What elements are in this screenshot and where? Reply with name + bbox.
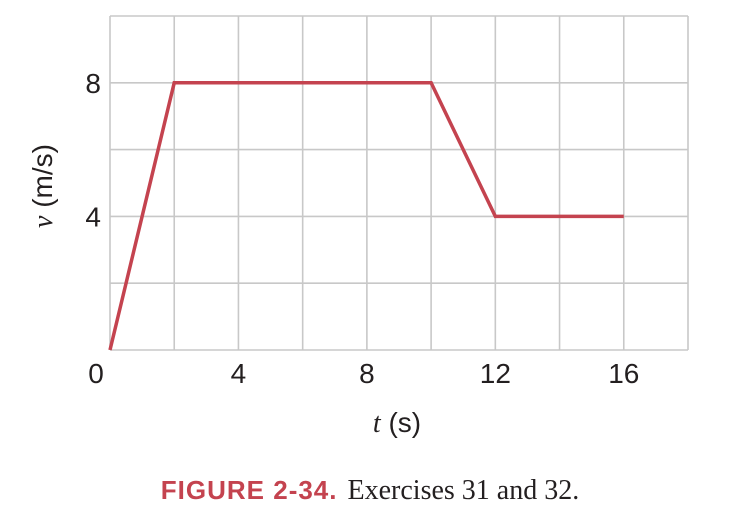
x-axis-var: t [373, 408, 382, 439]
grid [109, 15, 689, 351]
figure-caption: FIGURE 2-34. Exercises 31 and 32. [161, 475, 579, 506]
tick-labels: 4 8 12 16 4 8 0 [85, 68, 639, 389]
series-layer [108, 81, 624, 351]
x-tick-label: 4 [231, 358, 247, 389]
x-tick-label: 16 [608, 358, 639, 389]
y-axis-unit: (m/s) [27, 144, 58, 216]
y-tick-label: 4 [85, 201, 101, 232]
origin-tick-label: 0 [88, 358, 104, 389]
series-line [108, 81, 624, 351]
y-axis-var: v [28, 215, 59, 228]
x-axis-label: t (s) [373, 407, 421, 439]
x-axis-unit: (s) [381, 407, 421, 438]
x-tick-label: 8 [359, 358, 375, 389]
y-tick-label: 8 [85, 68, 101, 99]
x-tick-label: 12 [480, 358, 511, 389]
y-axis-label: v (m/s) [27, 144, 59, 228]
figure-caption-text: Exercises 31 and 32. [348, 475, 580, 506]
figure-caption-label: FIGURE 2-34. [161, 475, 338, 505]
